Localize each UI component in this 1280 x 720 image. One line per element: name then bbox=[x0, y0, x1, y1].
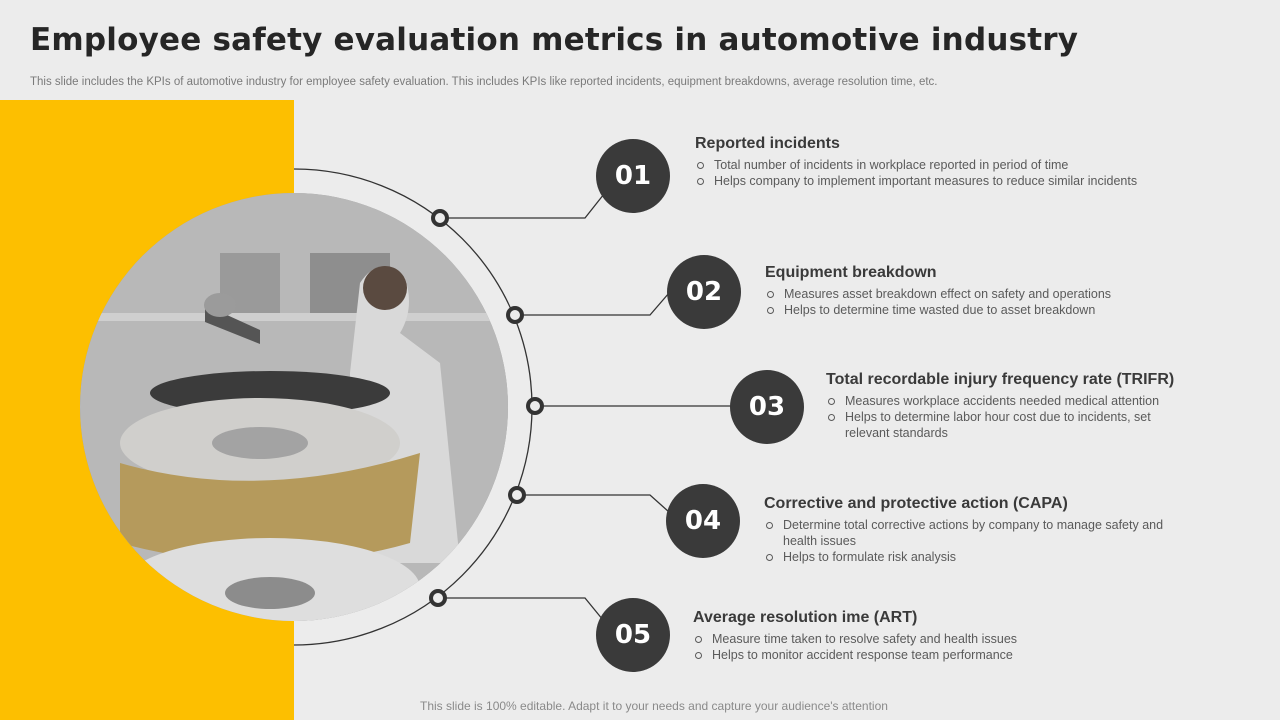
metric-bullet: Determine total corrective actions by co… bbox=[764, 517, 1194, 549]
metric-item-03: Total recordable injury frequency rate (… bbox=[826, 371, 1191, 441]
metric-item-02: Equipment breakdown Measures asset break… bbox=[765, 264, 1185, 318]
metric-bullet: Measures workplace accidents needed medi… bbox=[826, 393, 1191, 409]
metric-bullet: Measures asset breakdown effect on safet… bbox=[765, 286, 1185, 302]
metric-item-05: Average resolution ime (ART) Measure tim… bbox=[693, 609, 1173, 663]
worker-spray-painting-photo bbox=[80, 193, 508, 621]
metric-title: Average resolution ime (ART) bbox=[693, 609, 918, 626]
metric-bullet: Helps to monitor accident response team … bbox=[693, 647, 1173, 663]
badge-05: 05 bbox=[596, 598, 670, 672]
badge-04: 04 bbox=[666, 484, 740, 558]
metric-bullet: Total number of incidents in workplace r… bbox=[695, 157, 1175, 173]
metric-title: Corrective and protective action (CAPA) bbox=[764, 495, 1068, 512]
metric-title: Total recordable injury frequency rate (… bbox=[826, 371, 1175, 388]
metric-title: Reported incidents bbox=[695, 135, 840, 152]
metric-item-01: Reported incidents Total number of incid… bbox=[695, 135, 1175, 189]
metric-bullet: Helps company to implement important mea… bbox=[695, 173, 1175, 189]
page-subtitle: This slide includes the KPIs of automoti… bbox=[30, 76, 938, 88]
metric-bullet: Helps to determine labor hour cost due t… bbox=[826, 409, 1191, 441]
metric-bullet: Helps to formulate risk analysis bbox=[764, 549, 1194, 565]
metric-bullet: Helps to determine time wasted due to as… bbox=[765, 302, 1185, 318]
footer-note: This slide is 100% editable. Adapt it to… bbox=[420, 699, 888, 713]
metric-title: Equipment breakdown bbox=[765, 264, 937, 281]
metric-item-04: Corrective and protective action (CAPA) … bbox=[764, 495, 1194, 565]
page-title: Employee safety evaluation metrics in au… bbox=[30, 22, 1079, 58]
badge-03: 03 bbox=[730, 370, 804, 444]
metric-bullet: Measure time taken to resolve safety and… bbox=[693, 631, 1173, 647]
badge-01: 01 bbox=[596, 139, 670, 213]
badge-02: 02 bbox=[667, 255, 741, 329]
